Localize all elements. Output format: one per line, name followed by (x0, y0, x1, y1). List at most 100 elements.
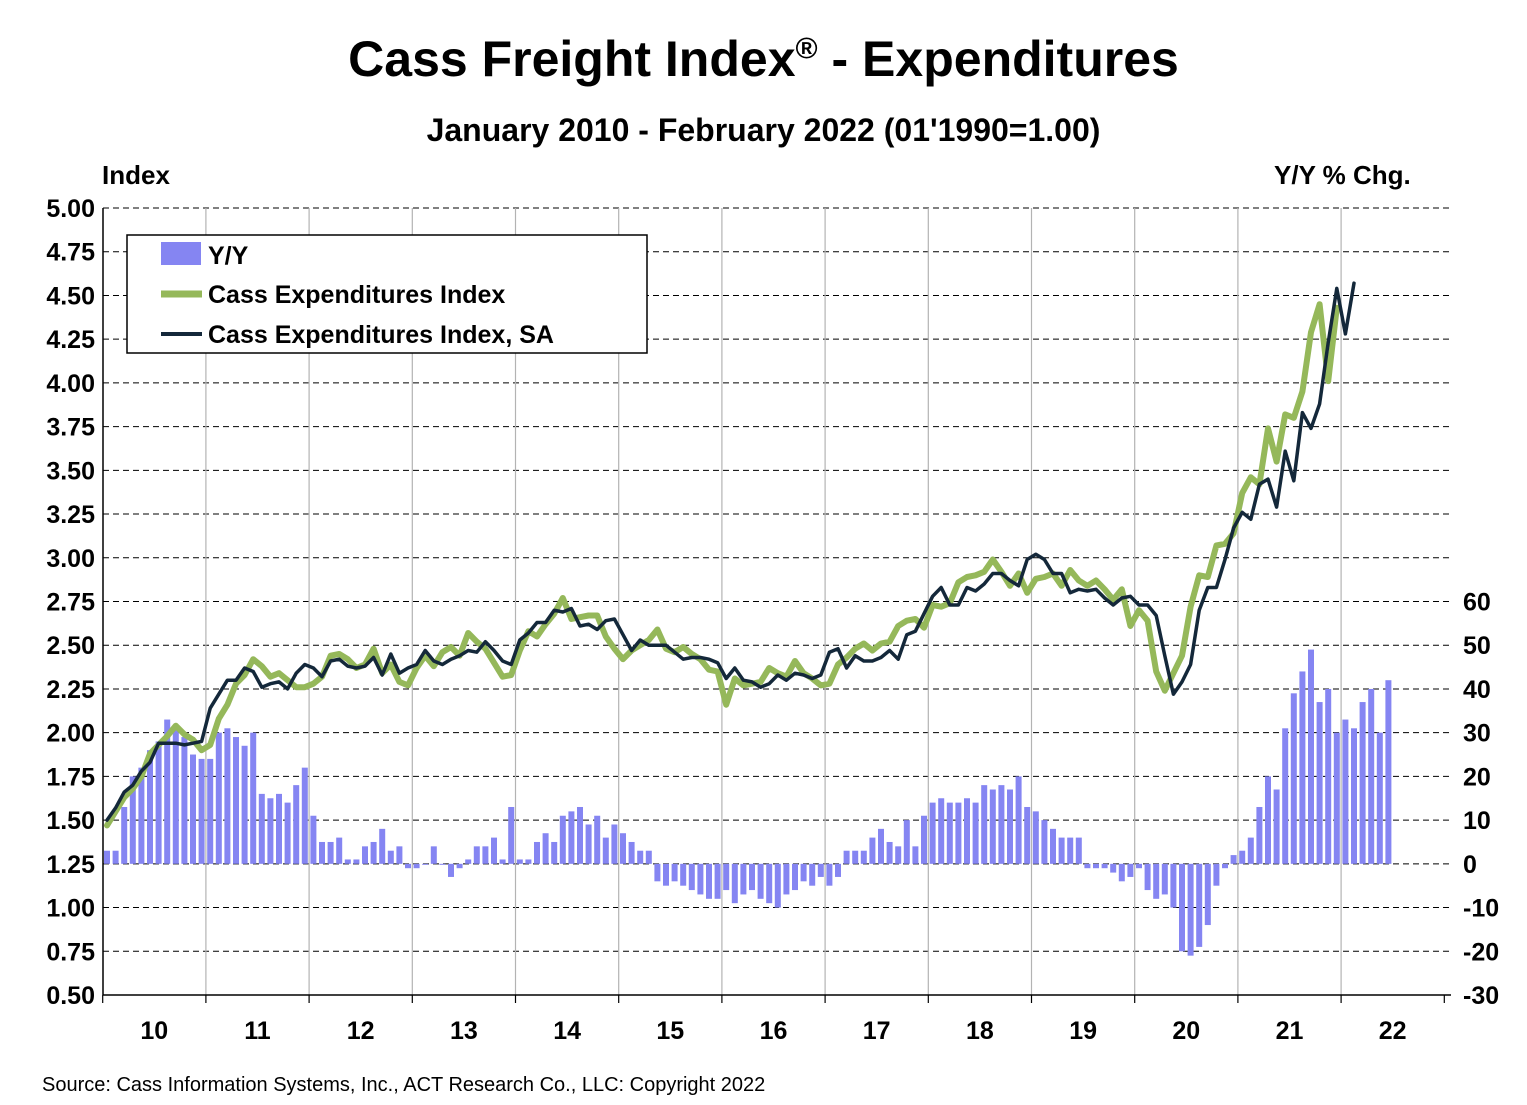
yy-bar (602, 837, 609, 864)
axes-layer: 0.50 0.75 1.00 1.25 1.50 1.75 2.00 2.25 2.50 2.75… (46, 195, 1499, 1045)
yy-bar (1351, 728, 1357, 864)
yy-bar (301, 767, 308, 864)
yy-bar (921, 815, 927, 864)
yy-bar (1256, 806, 1263, 864)
x-tick-label: 17 (863, 1017, 891, 1045)
yy-bar (413, 863, 420, 869)
yy-bar (766, 863, 773, 904)
left-tick-label: 1.00 (46, 895, 95, 923)
yy-bar (250, 732, 257, 864)
yy-bar (585, 824, 592, 864)
left-tick-label: 0.50 (46, 982, 95, 1010)
yy-bar (482, 846, 489, 864)
yy-bar (981, 785, 988, 864)
yy-bar (611, 824, 618, 864)
yy-bar (1050, 828, 1056, 864)
yy-bar (964, 798, 970, 864)
yy-bar (637, 850, 644, 864)
yy-bar (1093, 863, 1099, 869)
yy-bar (319, 841, 325, 864)
yy-bar (241, 745, 248, 864)
legend-index-label: Cass Expenditures Index (208, 281, 505, 309)
left-tick-label: 5.00 (46, 195, 95, 223)
chart-subtitle: January 2010 - February 2022 (01'1990=1.… (426, 112, 1101, 148)
left-tick-label: 2.25 (46, 676, 95, 704)
yy-bar (1333, 732, 1340, 864)
yy-bar (121, 806, 128, 864)
left-tick-label: 3.75 (46, 414, 95, 442)
yy-bar (938, 798, 945, 864)
yy-bar (1359, 702, 1366, 864)
right-tick-label: 10 (1463, 807, 1491, 835)
yy-bar (903, 820, 910, 864)
yy-bar (740, 863, 747, 895)
yy-bar (783, 863, 790, 895)
yy-bar (912, 846, 919, 864)
yy-bar (439, 863, 446, 865)
yy-bar (172, 728, 179, 864)
right-tick-label: 0 (1463, 851, 1477, 879)
yy-bar (989, 789, 996, 864)
left-tick-label: 1.25 (46, 851, 95, 879)
yy-bar (568, 811, 575, 864)
yy-bar (215, 732, 222, 864)
yy-bar (714, 863, 721, 899)
x-tick-label: 20 (1172, 1017, 1200, 1045)
yy-bar (1127, 863, 1134, 877)
legend-box (126, 234, 648, 354)
left-tick-label: 4.00 (46, 370, 95, 398)
chart-title-suffix: - Expenditures (817, 31, 1179, 87)
left-tick-label: 4.25 (46, 326, 95, 354)
left-tick-label: 2.00 (46, 720, 95, 748)
yy-bar (491, 837, 497, 864)
yy-bar (1213, 863, 1220, 886)
registered-mark: ® (795, 32, 818, 66)
yy-bar (1101, 863, 1108, 869)
yy-bar (792, 863, 798, 891)
yy-bar (190, 754, 196, 864)
yy-bar (465, 859, 472, 864)
yy-bar (869, 837, 876, 864)
yy-bar (353, 859, 360, 864)
yy-bar (774, 863, 781, 908)
x-tick-label: 22 (1379, 1017, 1407, 1045)
left-tick-label: 0.75 (46, 938, 95, 966)
yy-bar (181, 737, 188, 864)
yy-bar (1282, 728, 1289, 864)
yy-bar (895, 846, 902, 864)
yy-bar (800, 863, 807, 882)
yy-bar (594, 815, 601, 864)
yy-bar (456, 863, 463, 869)
yy-bar (577, 806, 583, 864)
right-tick-label: -20 (1463, 938, 1499, 966)
yy-bar (336, 837, 343, 864)
yy-bar (1032, 811, 1039, 864)
index-lines (104, 281, 1356, 829)
yy-bar (1187, 863, 1194, 956)
yy-bar (362, 846, 368, 864)
yy-bar (293, 785, 300, 864)
yy-bar (749, 863, 755, 891)
yy-bar (1136, 863, 1142, 869)
chart-title-text: Cass Freight Index (348, 31, 796, 87)
yy-bar (878, 828, 884, 864)
yy-bar (843, 850, 850, 864)
yy-bar (1239, 850, 1246, 864)
yy-bar (809, 863, 816, 886)
yy-bar (276, 793, 282, 864)
yy-bar (387, 850, 394, 864)
left-tick-label: 4.50 (46, 282, 95, 310)
yy-bar (1265, 776, 1271, 864)
yy-bar (1230, 855, 1237, 864)
yy-bar (1041, 820, 1048, 864)
yy-bar (129, 776, 136, 864)
yy-bar (723, 863, 730, 891)
yy-bar (138, 767, 145, 864)
yy-bar (1196, 863, 1203, 947)
yy-bar (1179, 863, 1185, 952)
yy-bar (697, 863, 704, 895)
yy-bar (525, 859, 532, 864)
yy-bar (1153, 863, 1160, 899)
yy-bar (405, 863, 411, 869)
